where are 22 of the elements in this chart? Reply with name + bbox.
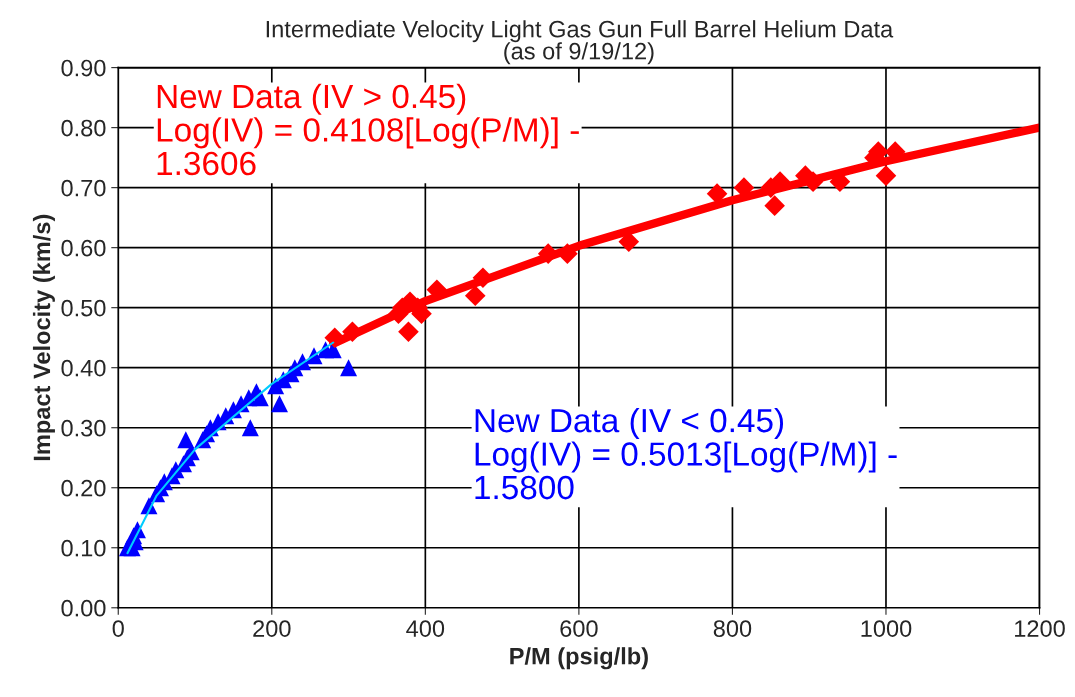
- y-tick-label: 0.70: [61, 179, 106, 197]
- x-tick-label: 200: [253, 620, 291, 637]
- x-tick-label: 0: [112, 620, 124, 637]
- y-tick-label: 0.80: [61, 119, 106, 137]
- y-tick-label: 0.00: [61, 599, 106, 617]
- x-tick-label: 1000: [861, 620, 912, 637]
- text: New Data (IV > 0.45) Log(IV) = 0.4108[Log(P/M)] - 1.3606: [157, 83, 579, 176]
- y-tick-label: 0.20: [61, 479, 106, 497]
- y-axis-title: Impact Velocity (km/s): [32, 214, 55, 461]
- y-tick-label: 0.40: [61, 359, 106, 377]
- y-tick-label: 0.50: [61, 299, 106, 317]
- x-tick-label: 600: [560, 620, 598, 637]
- y-tick-label: 0.10: [61, 539, 106, 557]
- x-tick-label: 400: [406, 620, 445, 637]
- text: New Data (IV < 0.45) Log(IV) = 0.5013[Log(P/M)] - 1.5800: [475, 407, 897, 500]
- x-tick-label: 1200: [1015, 620, 1065, 637]
- x-axis-title: P/M (psig/lb): [510, 647, 648, 670]
- y-tick-label: 0.90: [61, 59, 106, 77]
- x-tick-label: 800: [713, 620, 752, 637]
- y-tick-label: 0.30: [61, 419, 106, 437]
- chart-title: Intermediate Velocity Light Gas Gun Full Barrel Helium Data (as of 9/19/12): [266, 20, 894, 65]
- y-tick-label: 0.60: [61, 239, 106, 257]
